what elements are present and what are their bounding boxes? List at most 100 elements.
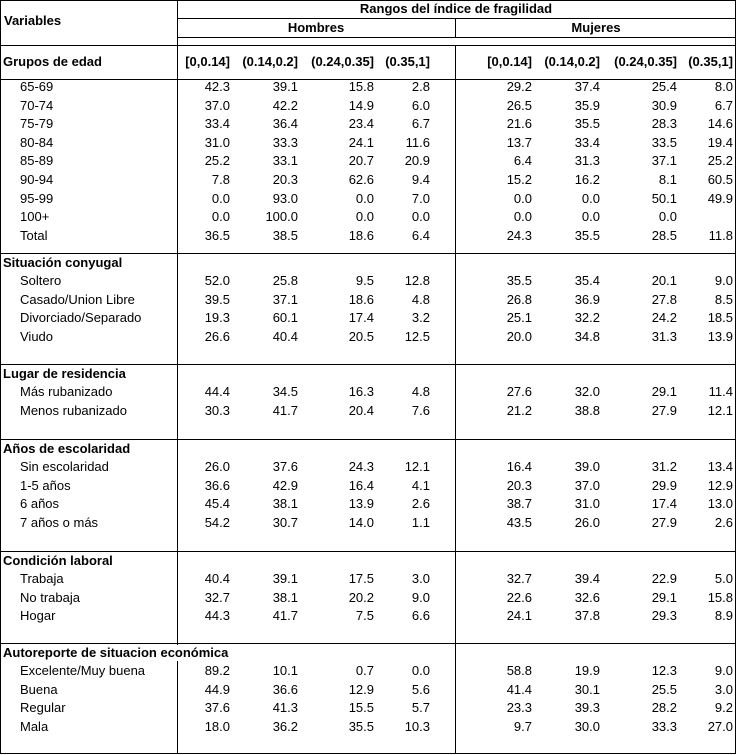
cell-hombres: 18.6 bbox=[348, 227, 374, 243]
row-label: 80-84 bbox=[20, 134, 54, 150]
variables-header: Variables bbox=[4, 13, 62, 28]
cell-mujeres: 37.4 bbox=[574, 79, 600, 94]
cell-hombres: 39.1 bbox=[272, 79, 298, 94]
cell-hombres: 20.5 bbox=[348, 328, 374, 344]
cell-mujeres: 22.6 bbox=[506, 589, 532, 605]
range-header-hombres: (0.24,0.35] bbox=[311, 54, 374, 69]
range-header-hombres: (0.14,0.2] bbox=[242, 54, 298, 69]
cell-hombres: 6.4 bbox=[411, 227, 430, 243]
cell-mujeres: 5.0 bbox=[714, 571, 733, 586]
cell-mujeres: 60.5 bbox=[707, 172, 733, 187]
cell-hombres: 24.1 bbox=[348, 134, 374, 150]
cell-hombres: 9.5 bbox=[355, 273, 374, 288]
cell-hombres: 2.6 bbox=[411, 496, 430, 512]
cell-mujeres: 22.9 bbox=[651, 571, 677, 586]
cell-mujeres: 37.8 bbox=[574, 608, 600, 624]
row-label: Casado/Union Libre bbox=[20, 291, 135, 307]
cell-hombres: 20.2 bbox=[348, 589, 374, 605]
cell-hombres: 16.4 bbox=[348, 477, 374, 493]
cell-hombres: 36.4 bbox=[272, 116, 298, 132]
row-label: Menos rubanizado bbox=[20, 402, 127, 418]
cell-hombres: 31.0 bbox=[204, 134, 230, 150]
cell-mujeres: 16.2 bbox=[574, 172, 600, 187]
range-header-hombres: (0.35,1] bbox=[385, 54, 430, 69]
cell-mujeres: 8.5 bbox=[714, 291, 733, 307]
cell-mujeres: 31.3 bbox=[651, 328, 677, 344]
cell-mujeres: 27.9 bbox=[651, 514, 677, 530]
cell-hombres: 4.8 bbox=[411, 291, 430, 307]
cell-hombres: 44.3 bbox=[204, 608, 230, 624]
cell-mujeres: 32.0 bbox=[574, 384, 600, 399]
cell-mujeres: 32.2 bbox=[574, 310, 600, 326]
cell-mujeres: 28.3 bbox=[651, 116, 677, 132]
cell-mujeres: 29.1 bbox=[651, 589, 677, 605]
cell-hombres: 12.8 bbox=[404, 273, 430, 288]
cell-mujeres: 58.8 bbox=[506, 663, 532, 678]
cell-mujeres: 25.2 bbox=[707, 153, 733, 169]
cell-mujeres: 35.9 bbox=[574, 97, 600, 113]
cell-mujeres: 30.1 bbox=[574, 681, 600, 697]
cell-mujeres: 33.3 bbox=[651, 718, 677, 734]
cell-mujeres: 0.0 bbox=[581, 190, 600, 206]
row-label: Total bbox=[20, 227, 48, 243]
row-label: 70-74 bbox=[20, 97, 54, 113]
cell-mujeres: 20.1 bbox=[651, 273, 677, 288]
range-header-mujeres: [0,0.14] bbox=[487, 54, 532, 69]
cell-mujeres: 0.0 bbox=[513, 209, 532, 225]
divider-sex bbox=[455, 45, 456, 754]
line-under-range-headers bbox=[0, 79, 736, 80]
cell-hombres: 25.8 bbox=[272, 273, 298, 288]
cell-mujeres: 0.0 bbox=[658, 209, 677, 225]
cell-mujeres: 6.4 bbox=[513, 153, 532, 169]
cell-mujeres: 9.2 bbox=[714, 700, 733, 716]
cell-hombres: 40.4 bbox=[272, 328, 298, 344]
cell-hombres: 3.0 bbox=[411, 571, 430, 586]
cell-hombres: 0.0 bbox=[211, 190, 230, 206]
cell-hombres: 39.5 bbox=[204, 291, 230, 307]
cell-hombres: 19.3 bbox=[204, 310, 230, 326]
cell-hombres: 1.1 bbox=[411, 514, 430, 530]
cell-hombres: 10.1 bbox=[272, 663, 298, 678]
cell-mujeres: 27.0 bbox=[707, 718, 733, 734]
cell-hombres: 3.2 bbox=[411, 310, 430, 326]
cell-mujeres: 43.5 bbox=[506, 514, 532, 530]
cell-hombres: 12.1 bbox=[404, 459, 430, 474]
cell-hombres: 40.4 bbox=[204, 571, 230, 586]
cell-hombres: 42.3 bbox=[204, 79, 230, 94]
cell-mujeres: 12.1 bbox=[707, 402, 733, 418]
cell-hombres: 17.5 bbox=[348, 571, 374, 586]
cell-mujeres: 9.0 bbox=[714, 273, 733, 288]
section-title: Grupos de edad bbox=[3, 54, 104, 70]
cell-hombres: 11.6 bbox=[405, 134, 430, 150]
cell-mujeres: 39.3 bbox=[574, 700, 600, 716]
cell-mujeres: 25.1 bbox=[506, 310, 532, 326]
section-divider bbox=[0, 551, 736, 552]
section-title: Años de escolaridad bbox=[3, 441, 133, 457]
cell-hombres: 20.3 bbox=[272, 172, 298, 187]
cell-mujeres: 33.5 bbox=[651, 134, 677, 150]
cell-hombres: 37.6 bbox=[204, 700, 230, 716]
cell-hombres: 45.4 bbox=[204, 496, 230, 512]
cell-hombres: 20.7 bbox=[348, 153, 374, 169]
cell-mujeres: 28.5 bbox=[651, 227, 677, 243]
cell-hombres: 33.3 bbox=[272, 134, 298, 150]
line-header-bottom bbox=[0, 45, 736, 46]
row-label: Excelente/Muy buena bbox=[20, 663, 146, 678]
cell-hombres: 2.8 bbox=[411, 79, 430, 94]
cell-hombres: 23.4 bbox=[348, 116, 374, 132]
cell-mujeres: 25.4 bbox=[651, 79, 677, 94]
border-bottom bbox=[0, 753, 736, 754]
cell-mujeres: 15.8 bbox=[707, 589, 733, 605]
cell-hombres: 5.7 bbox=[411, 700, 430, 716]
section-title: Condición laboral bbox=[3, 553, 115, 569]
row-label: 1-5 años bbox=[20, 477, 71, 493]
cell-mujeres: 37.1 bbox=[651, 153, 677, 169]
cell-hombres: 17.4 bbox=[348, 310, 374, 326]
cell-hombres: 60.1 bbox=[272, 310, 298, 326]
cell-hombres: 7.0 bbox=[411, 190, 430, 206]
cell-hombres: 36.5 bbox=[204, 227, 230, 243]
cell-mujeres: 34.8 bbox=[574, 328, 600, 344]
cell-mujeres: 29.2 bbox=[506, 79, 532, 94]
cell-mujeres: 41.4 bbox=[506, 681, 532, 697]
cell-hombres: 37.6 bbox=[272, 459, 298, 474]
